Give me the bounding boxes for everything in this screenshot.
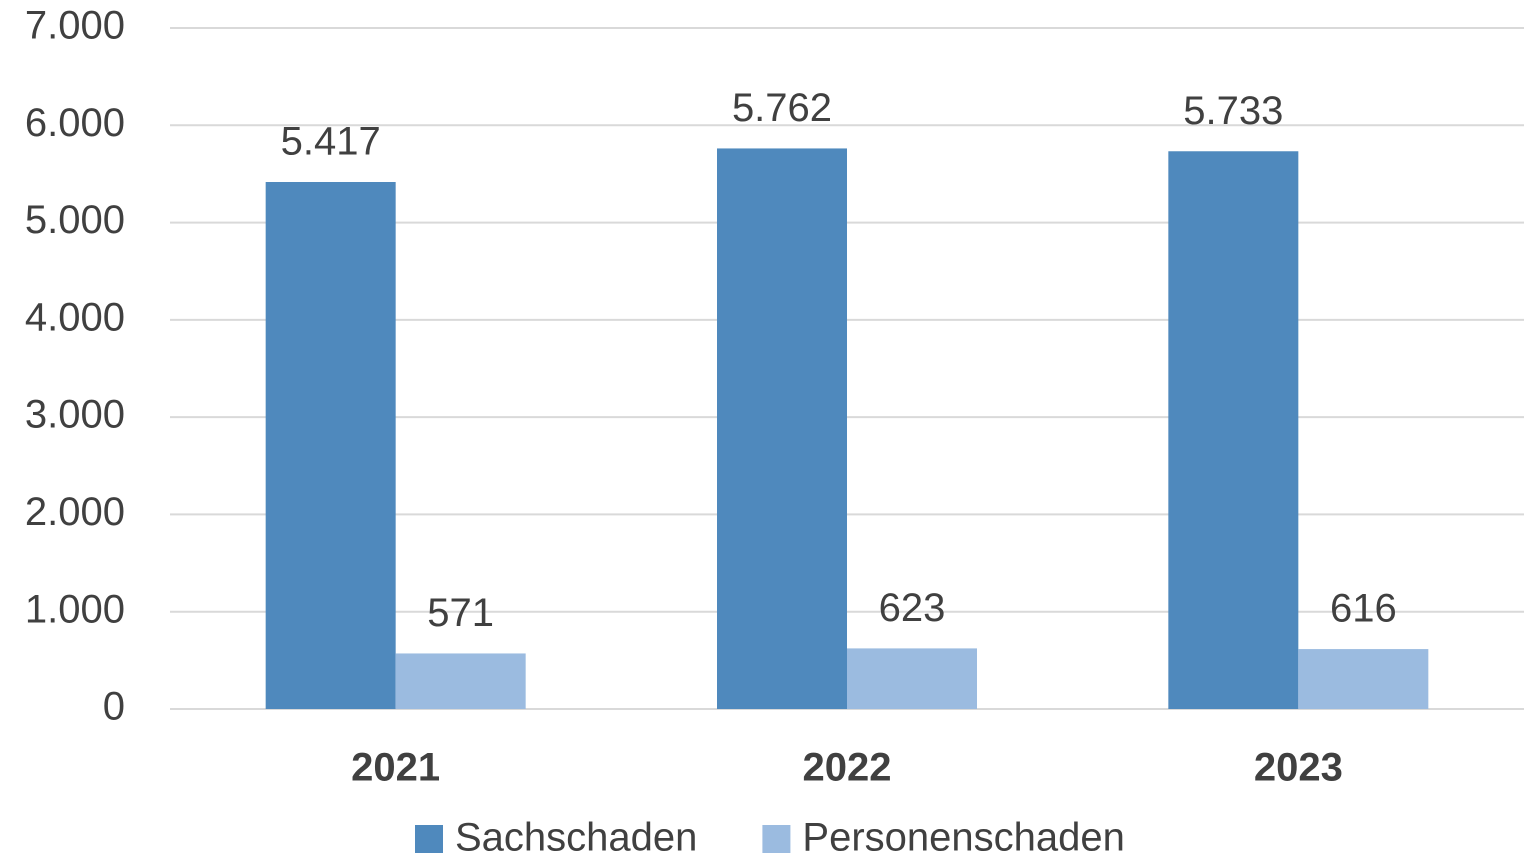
y-tick-label: 1.000 bbox=[25, 587, 125, 631]
legend-swatch bbox=[415, 825, 443, 853]
legend-label: Sachschaden bbox=[455, 816, 697, 860]
x-tick-label: 2023 bbox=[1254, 746, 1343, 790]
data-label: 616 bbox=[1330, 587, 1397, 631]
y-tick-label: 4.000 bbox=[25, 295, 125, 339]
data-label: 5.762 bbox=[732, 86, 832, 130]
y-tick-label: 5.000 bbox=[25, 198, 125, 242]
legend-swatch bbox=[762, 825, 791, 853]
y-tick-label: 0 bbox=[103, 685, 125, 729]
bar bbox=[847, 648, 977, 709]
bar bbox=[1298, 649, 1429, 709]
data-label: 5.417 bbox=[281, 120, 381, 164]
bar bbox=[395, 653, 526, 709]
y-tick-label: 6.000 bbox=[25, 101, 125, 145]
bar bbox=[717, 148, 847, 710]
legend-label: Personenschaden bbox=[802, 816, 1124, 860]
y-tick-label: 2.000 bbox=[25, 490, 125, 534]
x-tick-label: 2021 bbox=[351, 746, 440, 790]
x-tick-label: 2022 bbox=[803, 746, 892, 790]
y-tick-label: 7.000 bbox=[25, 4, 125, 48]
data-label: 5.733 bbox=[1183, 89, 1283, 133]
y-tick-label: 3.000 bbox=[25, 393, 125, 437]
data-label: 571 bbox=[427, 591, 494, 635]
bar bbox=[265, 182, 396, 709]
data-label: 623 bbox=[879, 586, 946, 630]
bar bbox=[1168, 151, 1299, 710]
